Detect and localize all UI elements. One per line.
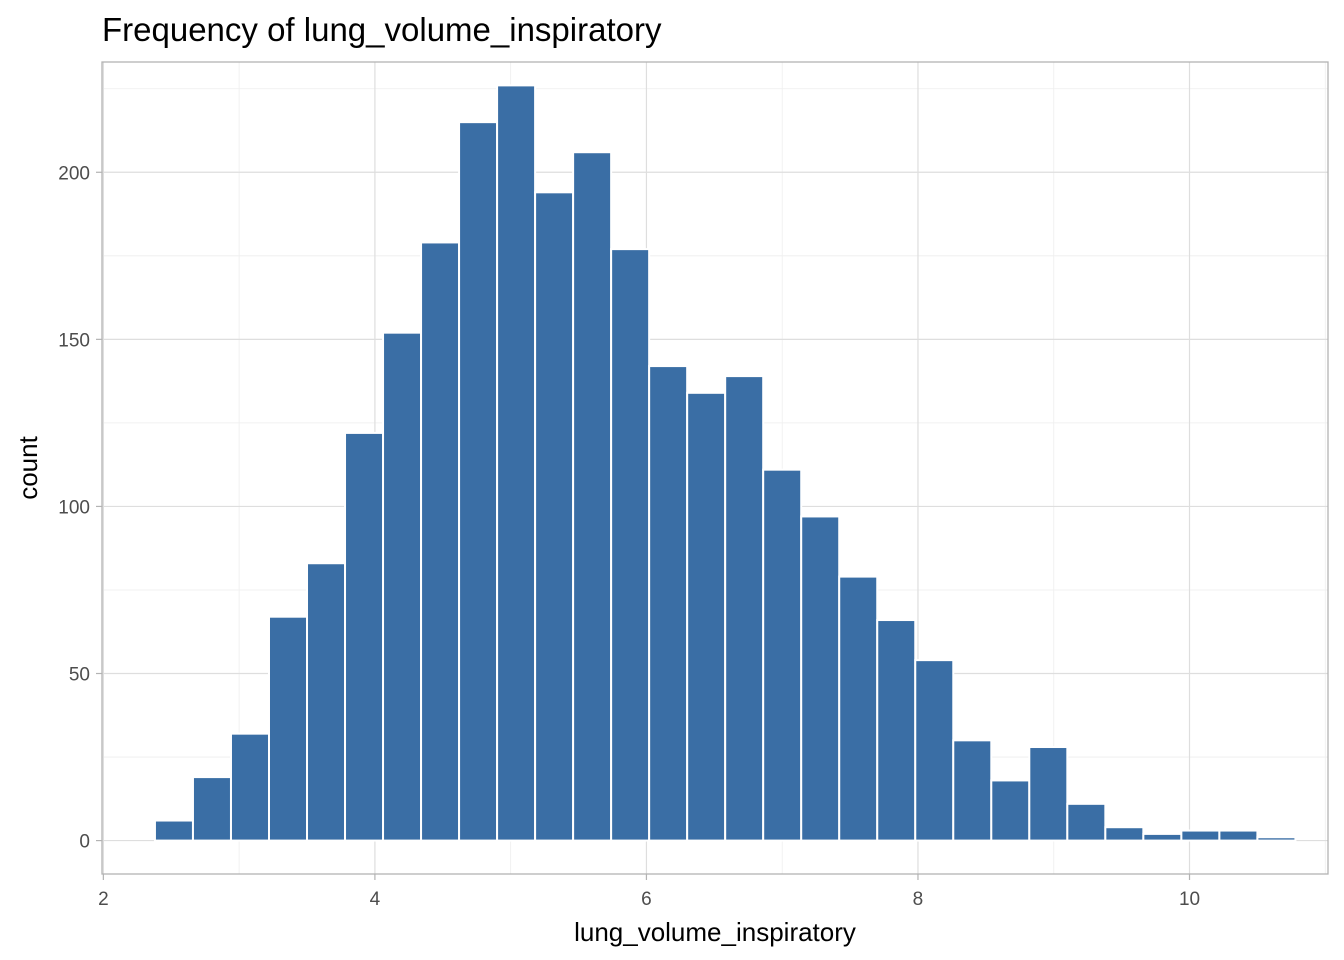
- y-tick-label: 150: [58, 330, 90, 351]
- x-tick-label: 6: [641, 889, 652, 910]
- x-tick-label: 8: [913, 889, 924, 910]
- histogram-bar: [724, 375, 765, 842]
- y-axis-ticks: 0 50 100 150 200: [58, 163, 102, 853]
- histogram-bar: [306, 562, 347, 842]
- histogram-bar: [267, 615, 309, 842]
- histogram-bar: [1066, 802, 1107, 842]
- histogram-bar: [572, 151, 613, 842]
- histogram-bar: [1028, 746, 1069, 842]
- histogram-bar: [534, 191, 575, 842]
- histogram-bar: [153, 819, 194, 842]
- chart-title: Frequency of lung_volume_inspiratory: [102, 11, 662, 48]
- histogram-bar: [876, 619, 917, 842]
- y-tick-label: 50: [69, 665, 90, 686]
- histogram-bar: [838, 575, 879, 842]
- x-tick-label: 10: [1179, 889, 1200, 910]
- histogram-bar: [1256, 836, 1297, 842]
- histogram-bar: [610, 248, 651, 842]
- histogram-bar: [382, 331, 423, 842]
- x-tick-label: 2: [98, 889, 109, 910]
- histogram-bars: [153, 84, 1297, 842]
- plot-panel-border: [101, 61, 1329, 875]
- histogram-bar: [1180, 829, 1221, 842]
- histogram-bar: [420, 241, 461, 842]
- histogram-bar: [686, 391, 727, 842]
- y-tick-label: 100: [58, 497, 90, 518]
- histogram-bar: [496, 84, 537, 842]
- histogram-bar: [800, 515, 841, 842]
- histogram-bar: [762, 468, 803, 842]
- x-axis-ticks: 2 4 6 8 10: [98, 874, 1200, 910]
- histogram-bar: [1142, 832, 1183, 842]
- y-tick-label: 200: [58, 163, 90, 184]
- histogram-bar: [191, 776, 232, 842]
- histogram-bar: [344, 431, 385, 842]
- histogram-bar: [1104, 826, 1145, 842]
- histogram-bar: [1218, 829, 1259, 842]
- histogram-bar: [914, 659, 955, 842]
- x-tick-label: 4: [370, 889, 381, 910]
- histogram-bar: [952, 739, 993, 842]
- histogram-bar: [990, 779, 1031, 842]
- histogram-bar: [458, 121, 499, 842]
- y-tick-label: 0: [79, 832, 90, 853]
- x-axis-label: lung_volume_inspiratory: [574, 917, 856, 947]
- histogram-bar: [648, 365, 689, 842]
- y-axis-label: count: [13, 435, 43, 499]
- histogram-bar: [229, 732, 270, 842]
